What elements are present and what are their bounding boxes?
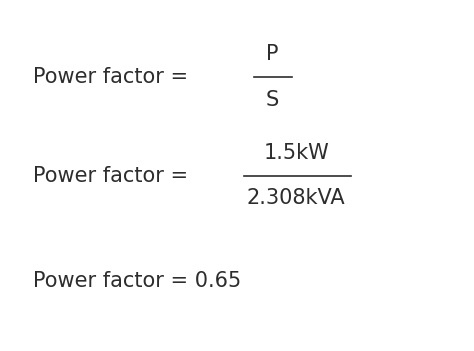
Text: Power factor =: Power factor = <box>33 166 195 185</box>
Text: 1.5kW: 1.5kW <box>264 143 329 163</box>
Text: P: P <box>266 45 279 64</box>
Text: 2.308kVA: 2.308kVA <box>247 188 346 208</box>
Text: Power factor = 0.65: Power factor = 0.65 <box>33 271 241 291</box>
Text: S: S <box>266 90 279 110</box>
Text: Power factor =: Power factor = <box>33 67 195 87</box>
